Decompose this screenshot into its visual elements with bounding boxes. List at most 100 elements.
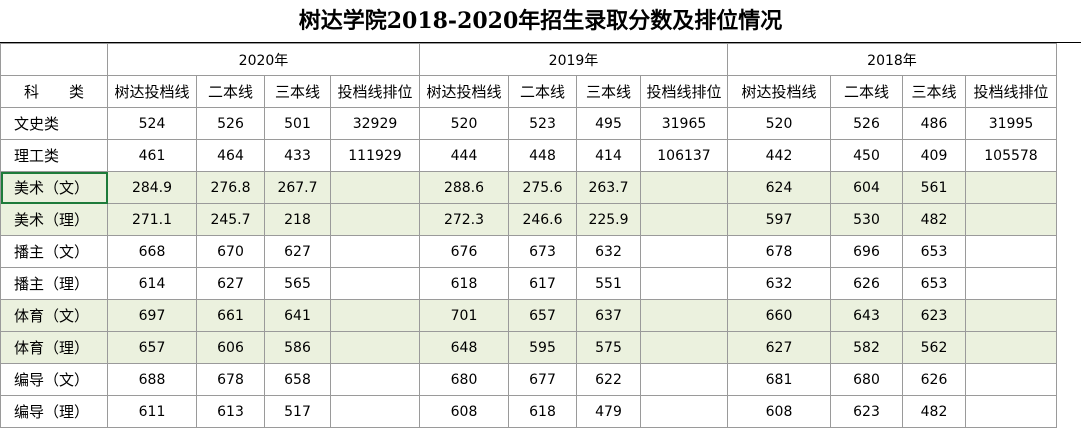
value-cell[interactable]: 611 (107, 395, 197, 428)
value-cell[interactable] (640, 267, 728, 300)
value-cell[interactable]: 653 (902, 267, 966, 300)
value-cell[interactable]: 517 (264, 395, 331, 428)
value-cell[interactable] (640, 171, 728, 204)
value-cell[interactable]: 618 (419, 267, 509, 300)
value-cell[interactable]: 657 (107, 331, 197, 364)
category-cell[interactable]: 美术（文） (0, 171, 108, 204)
category-cell[interactable]: 美术（理） (0, 203, 108, 236)
corner-cell[interactable] (0, 43, 108, 76)
value-cell[interactable]: 613 (196, 395, 265, 428)
value-cell[interactable]: 657 (508, 299, 577, 332)
value-cell[interactable] (330, 299, 420, 332)
value-cell[interactable]: 433 (264, 139, 331, 172)
value-cell[interactable]: 32929 (330, 107, 420, 140)
value-cell[interactable]: 648 (419, 331, 509, 364)
value-cell[interactable]: 597 (727, 203, 831, 236)
value-cell[interactable]: 267.7 (264, 171, 331, 204)
category-cell[interactable]: 播主（理） (0, 267, 108, 300)
value-cell[interactable]: 614 (107, 267, 197, 300)
value-cell[interactable]: 551 (576, 267, 641, 300)
col-header[interactable]: 投档线排位 (965, 75, 1057, 108)
col-header[interactable]: 投档线排位 (330, 75, 420, 108)
value-cell[interactable]: 263.7 (576, 171, 641, 204)
col-header[interactable]: 投档线排位 (640, 75, 728, 108)
value-cell[interactable]: 623 (902, 299, 966, 332)
value-cell[interactable]: 586 (264, 331, 331, 364)
value-cell[interactable]: 606 (196, 331, 265, 364)
value-cell[interactable]: 622 (576, 363, 641, 396)
value-cell[interactable]: 658 (264, 363, 331, 396)
value-cell[interactable]: 482 (902, 395, 966, 428)
value-cell[interactable]: 677 (508, 363, 577, 396)
col-header[interactable]: 树达投档线 (419, 75, 509, 108)
value-cell[interactable] (965, 395, 1057, 428)
value-cell[interactable] (640, 363, 728, 396)
value-cell[interactable] (640, 235, 728, 268)
value-cell[interactable] (330, 363, 420, 396)
value-cell[interactable]: 520 (727, 107, 831, 140)
value-cell[interactable]: 697 (107, 299, 197, 332)
value-cell[interactable] (965, 363, 1057, 396)
value-cell[interactable]: 608 (419, 395, 509, 428)
value-cell[interactable]: 448 (508, 139, 577, 172)
value-cell[interactable] (330, 235, 420, 268)
value-cell[interactable] (640, 331, 728, 364)
value-cell[interactable]: 678 (727, 235, 831, 268)
value-cell[interactable] (965, 267, 1057, 300)
col-header[interactable]: 二本线 (830, 75, 903, 108)
value-cell[interactable]: 627 (196, 267, 265, 300)
value-cell[interactable]: 626 (902, 363, 966, 396)
value-cell[interactable]: 696 (830, 235, 903, 268)
value-cell[interactable]: 106137 (640, 139, 728, 172)
value-cell[interactable]: 284.9 (107, 171, 197, 204)
value-cell[interactable]: 111929 (330, 139, 420, 172)
value-cell[interactable] (965, 203, 1057, 236)
value-cell[interactable]: 660 (727, 299, 831, 332)
value-cell[interactable]: 575 (576, 331, 641, 364)
value-cell[interactable]: 632 (576, 235, 641, 268)
value-cell[interactable]: 530 (830, 203, 903, 236)
category-cell[interactable]: 理工类 (0, 139, 108, 172)
value-cell[interactable]: 608 (727, 395, 831, 428)
value-cell[interactable] (330, 171, 420, 204)
value-cell[interactable] (640, 395, 728, 428)
value-cell[interactable] (965, 299, 1057, 332)
col-header[interactable]: 二本线 (196, 75, 265, 108)
value-cell[interactable]: 523 (508, 107, 577, 140)
value-cell[interactable]: 464 (196, 139, 265, 172)
value-cell[interactable]: 637 (576, 299, 641, 332)
value-cell[interactable]: 482 (902, 203, 966, 236)
value-cell[interactable]: 245.7 (196, 203, 265, 236)
value-cell[interactable]: 31995 (965, 107, 1057, 140)
category-header[interactable]: 科 类 (0, 75, 108, 108)
value-cell[interactable]: 486 (902, 107, 966, 140)
value-cell[interactable] (640, 203, 728, 236)
value-cell[interactable]: 678 (196, 363, 265, 396)
value-cell[interactable]: 526 (830, 107, 903, 140)
value-cell[interactable]: 444 (419, 139, 509, 172)
value-cell[interactable] (330, 395, 420, 428)
value-cell[interactable]: 218 (264, 203, 331, 236)
value-cell[interactable]: 623 (830, 395, 903, 428)
col-header[interactable]: 三本线 (902, 75, 966, 108)
value-cell[interactable]: 673 (508, 235, 577, 268)
value-cell[interactable]: 661 (196, 299, 265, 332)
value-cell[interactable] (965, 171, 1057, 204)
value-cell[interactable]: 670 (196, 235, 265, 268)
value-cell[interactable]: 272.3 (419, 203, 509, 236)
year-2018-header[interactable]: 2018年 (727, 43, 1057, 76)
value-cell[interactable]: 626 (830, 267, 903, 300)
value-cell[interactable]: 495 (576, 107, 641, 140)
value-cell[interactable]: 246.6 (508, 203, 577, 236)
value-cell[interactable]: 450 (830, 139, 903, 172)
col-header[interactable]: 二本线 (508, 75, 577, 108)
value-cell[interactable]: 526 (196, 107, 265, 140)
category-cell[interactable]: 体育（理） (0, 331, 108, 364)
value-cell[interactable]: 653 (902, 235, 966, 268)
col-header[interactable]: 树达投档线 (107, 75, 197, 108)
value-cell[interactable]: 681 (727, 363, 831, 396)
value-cell[interactable]: 409 (902, 139, 966, 172)
value-cell[interactable]: 701 (419, 299, 509, 332)
value-cell[interactable]: 627 (727, 331, 831, 364)
col-header[interactable]: 树达投档线 (727, 75, 831, 108)
